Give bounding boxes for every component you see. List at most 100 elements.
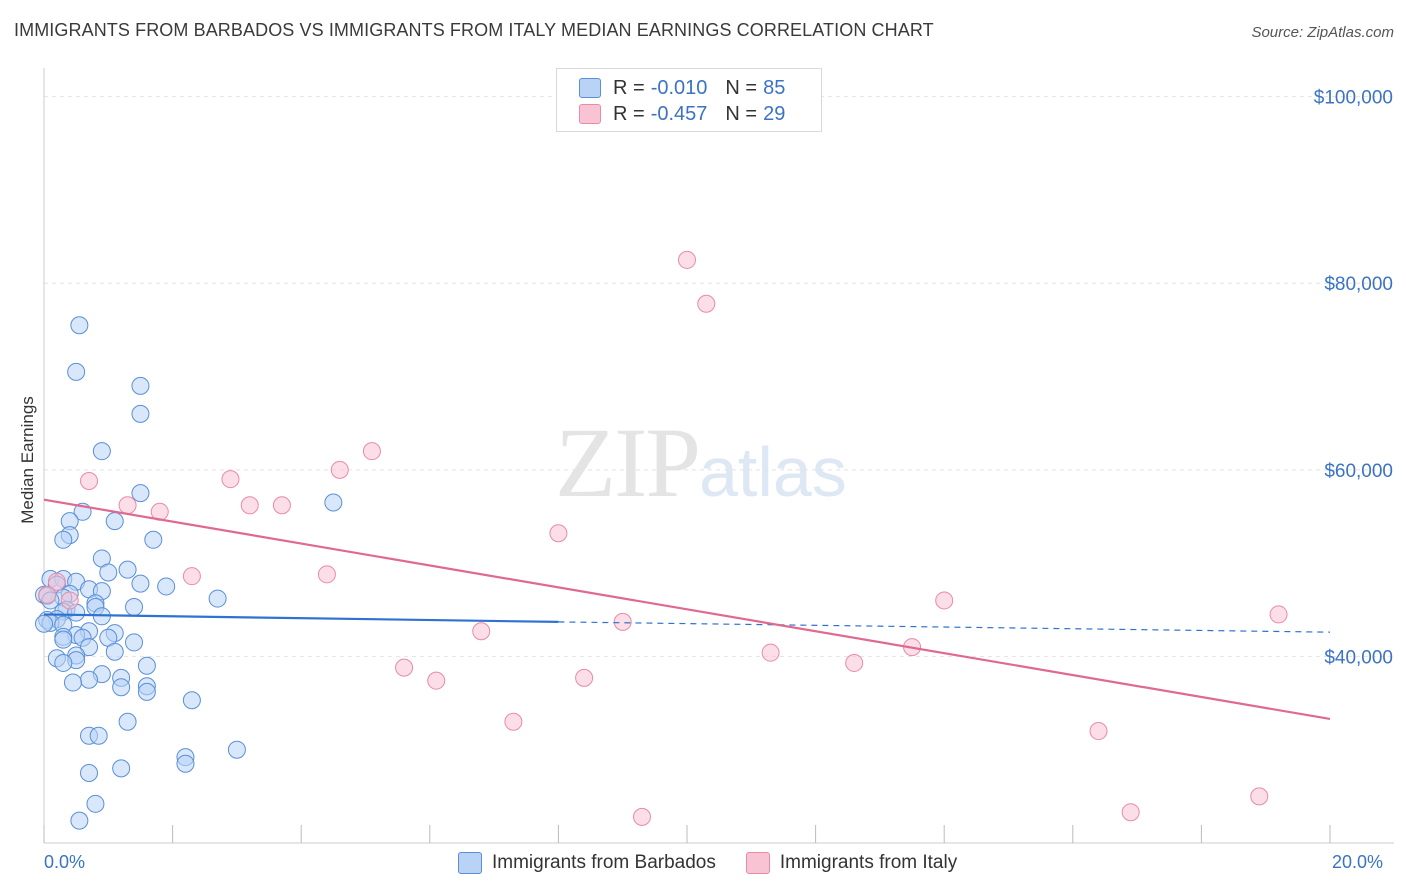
series-legend-item-italy[interactable]: Immigrants from Italy [745,852,958,874]
italy-point [118,496,137,515]
y-tick-label: $60,000 [1324,461,1393,482]
barbados-point [131,404,150,423]
legend-r-label: R = [613,102,645,125]
italy-point [935,591,954,610]
italy-point [845,653,864,672]
barbados-point [176,754,195,773]
barbados-point [157,577,176,596]
barbados-point [182,691,201,710]
italy-point [1250,787,1269,806]
italy-point [395,658,414,677]
italy-point [38,585,57,604]
italy-point [613,612,632,631]
legend-n-label: N = [725,76,758,99]
barbados-point [227,740,246,759]
barbados-point [125,633,144,652]
series-legend-swatch-barbados [458,852,482,874]
barbados-point [54,530,73,549]
watermark-atlas: atlas [699,433,847,511]
barbados-point [324,493,343,512]
watermark-zip: ZIP [555,407,701,518]
series-legend-label-barbados: Immigrants from Barbados [492,852,716,873]
italy-point [1121,803,1140,822]
italy-point [761,643,780,662]
legend-swatch-barbados [579,78,601,98]
barbados-point [70,316,89,335]
legend-row-italy: R = -0.457 N = 29 [579,102,785,126]
series-legend-item-barbados[interactable]: Immigrants from Barbados [458,852,716,874]
legend-n-value-italy: 29 [763,102,786,125]
barbados-point [112,759,131,778]
barbados-point [70,811,89,830]
barbados-point [118,560,137,579]
barbados-point [63,673,82,692]
italy-trend-line [43,498,1331,721]
barbados-point [118,712,137,731]
barbados-point [131,484,150,503]
italy-point [678,250,696,269]
barbados-point [80,670,99,689]
barbados-point [80,764,99,783]
barbados-point [137,656,156,675]
barbados-point [131,376,150,395]
barbados-point [105,642,124,661]
watermark: ZIPatlas [555,405,847,520]
source-label: Source: ZipAtlas.com [1251,24,1394,41]
barbados-point [99,563,118,582]
barbados-trend-extension [558,621,1331,633]
legend-n-value-barbados: 85 [763,76,786,99]
barbados-point [137,682,156,701]
barbados-point [54,653,73,672]
legend-r-label: R = [613,76,645,99]
barbados-point [131,574,150,593]
italy-point [504,712,523,731]
barbados-point [125,597,144,616]
italy-point [575,668,594,687]
legend-r-value-italy: -0.457 [650,102,708,125]
y-tick-label: $80,000 [1324,274,1393,295]
italy-point [427,671,446,690]
barbados-point [67,362,86,381]
italy-point [240,496,259,515]
italy-point [1089,722,1108,741]
barbados-point [92,442,111,461]
italy-point [362,442,381,461]
barbados-point [35,614,53,633]
y-tick-label: $100,000 [1314,88,1393,109]
series-legend-swatch-italy [745,852,770,874]
y-tick-label: $40,000 [1324,647,1393,668]
legend-row-barbados: R = -0.010 N = 85 [579,76,785,100]
barbados-point [105,512,124,531]
italy-point [80,472,99,491]
series-legend: Immigrants from Barbados Immigrants from… [458,852,987,874]
italy-point [47,572,66,591]
legend-swatch-italy [579,104,601,124]
barbados-point [112,678,131,697]
italy-point [549,524,568,543]
barbados-point [80,638,99,657]
legend-n-label: N = [725,102,758,125]
italy-point [182,567,201,586]
legend-r-value-barbados: -0.010 [650,76,708,99]
correlation-legend: R = -0.010 N = 85 R = -0.457 N = 29 [556,68,822,132]
x-tick-label-max: 20.0% [1332,852,1384,872]
italy-point [632,807,651,826]
x-tick-label-min: 0.0% [44,852,86,872]
italy-point [472,622,491,641]
barbados-point [89,726,108,745]
barbados-point [86,794,105,813]
italy-point [697,294,716,313]
italy-point [330,460,349,479]
barbados-point [144,530,163,549]
barbados-point [208,589,227,608]
italy-point [317,565,336,584]
barbados-point [54,630,73,649]
italy-point [60,591,79,610]
barbados-trend-line [43,613,559,623]
italy-point [1269,605,1288,624]
italy-point [221,470,240,489]
series-legend-label-italy: Immigrants from Italy [779,852,958,873]
chart-title: IMMIGRANTS FROM BARBADOS VS IMMIGRANTS F… [14,20,934,40]
italy-point [272,496,291,515]
